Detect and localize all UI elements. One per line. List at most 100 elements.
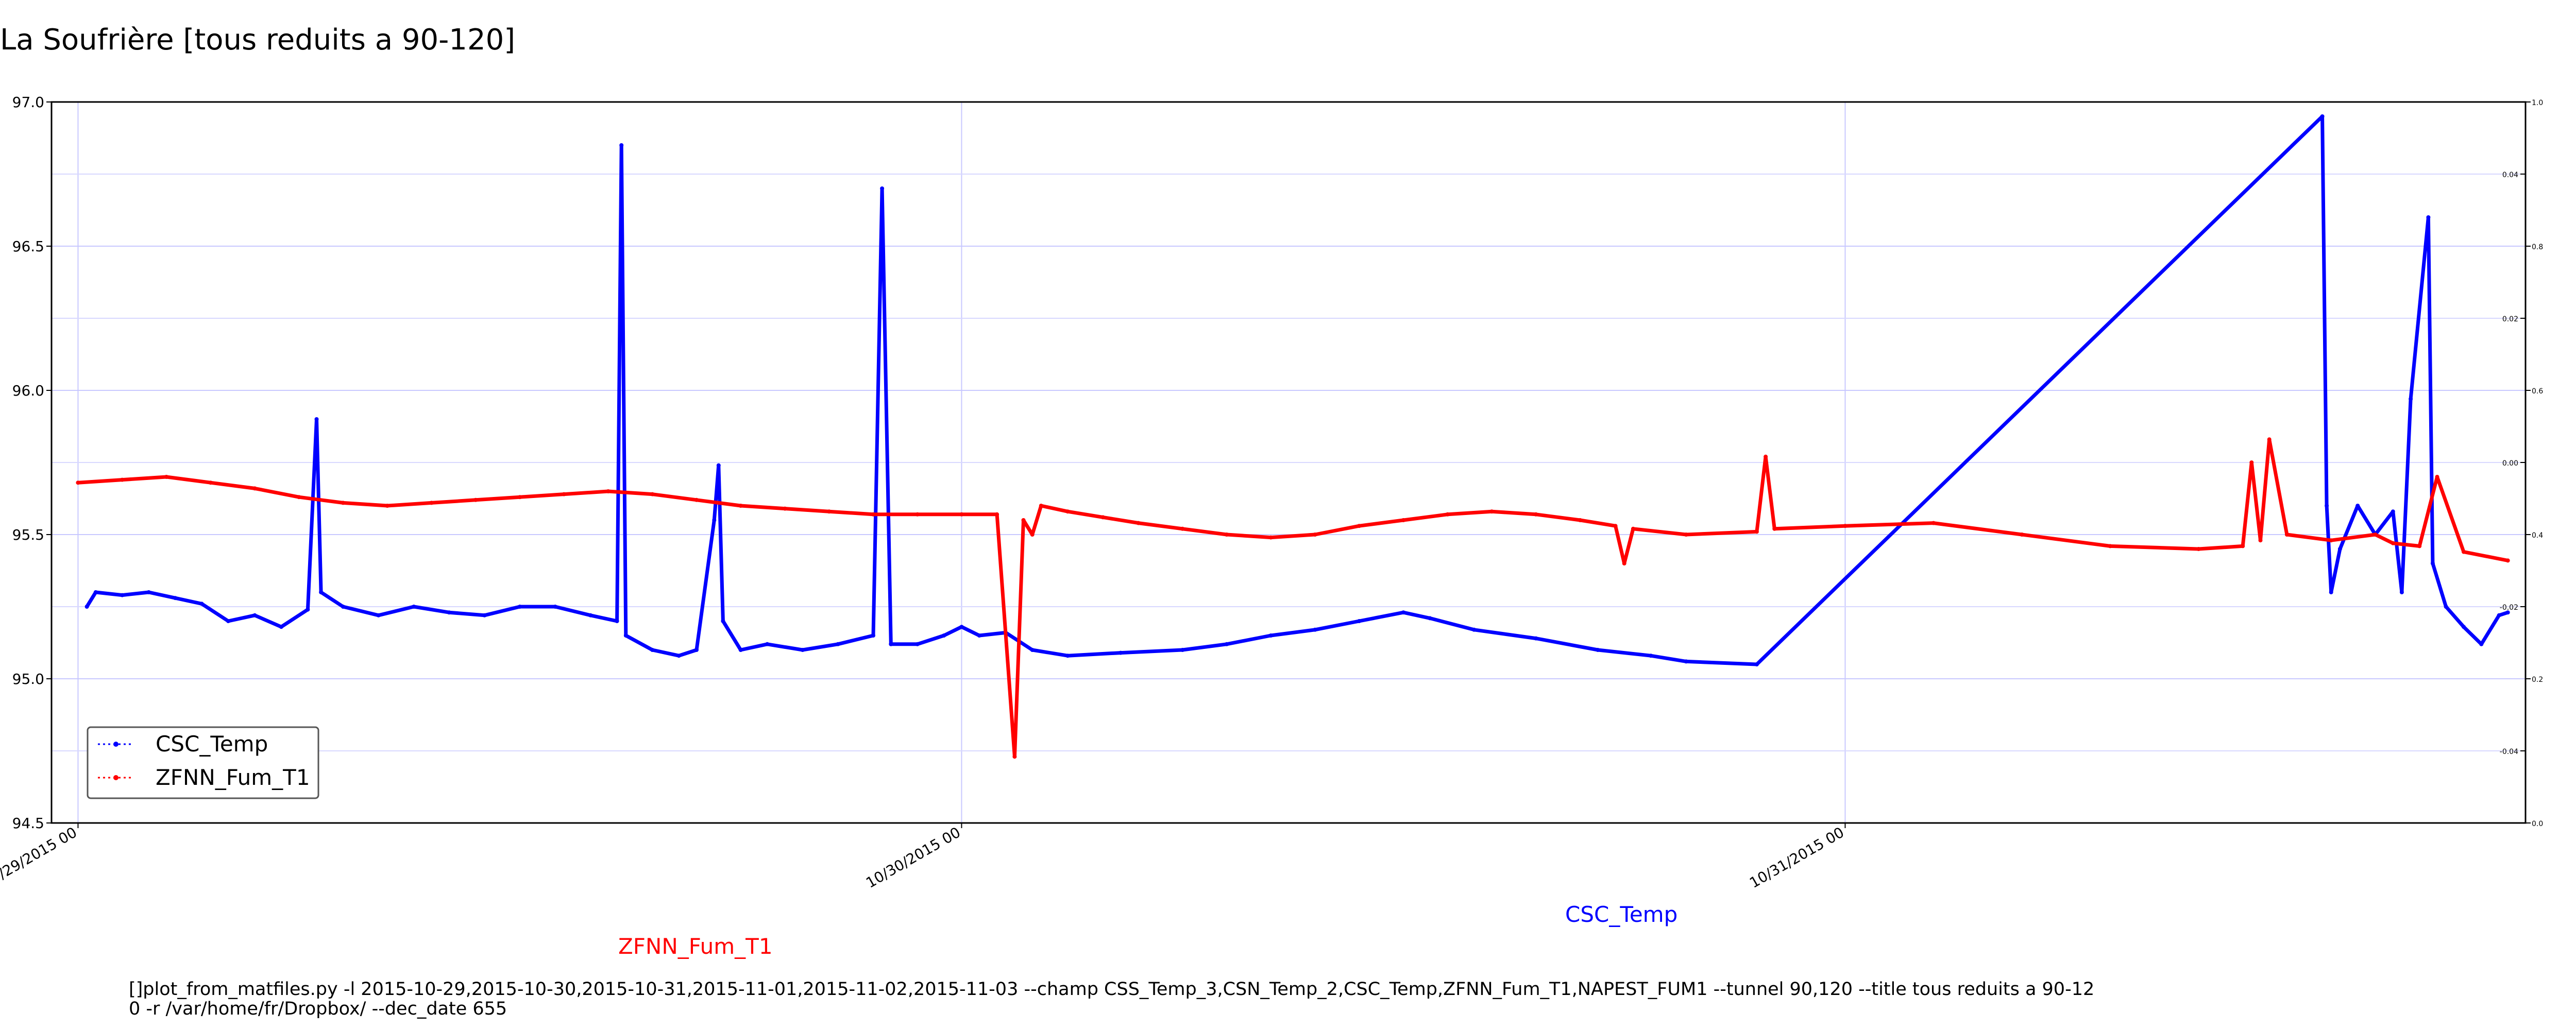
- y-axis-right-outer: 0.0 0.2 0.4 0.6 0.8 1.0: [2526, 99, 2543, 828]
- y-right-tick-label: 0.6: [2532, 387, 2543, 396]
- data-point-zfnn-fum-t1: [1764, 454, 1768, 459]
- data-point-zfnn-fum-t1: [297, 495, 301, 500]
- x-tick-label: 10/29/2015 00: [0, 823, 80, 891]
- data-point-csc-temp: [341, 605, 345, 609]
- data-point-csc-temp: [1649, 654, 1653, 658]
- data-point-zfnn-fum-t1: [1401, 518, 1405, 522]
- data-point-zfnn-fum-t1: [2108, 544, 2112, 548]
- data-point-csc-temp: [314, 417, 319, 421]
- data-point-zfnn-fum-t1: [341, 501, 345, 505]
- data-point-zfnn-fum-t1: [2284, 533, 2289, 537]
- data-point-zfnn-fum-t1: [2241, 544, 2245, 548]
- data-point-zfnn-fum-t1: [2258, 538, 2263, 543]
- data-point-csc-temp: [1065, 654, 1070, 658]
- data-point-zfnn-fum-t1: [1631, 526, 1635, 531]
- data-point-csc-temp: [650, 648, 655, 652]
- data-point-zfnn-fum-t1: [2373, 533, 2378, 537]
- data-point-zfnn-fum-t1: [2329, 538, 2333, 543]
- data-point-csc-temp: [1534, 636, 1538, 641]
- data-point-zfnn-fum-t1: [562, 492, 566, 496]
- data-point-csc-temp: [376, 613, 381, 617]
- data-point-csc-temp: [2462, 625, 2466, 629]
- data-point-csc-temp: [173, 596, 178, 600]
- data-point-zfnn-fum-t1: [827, 509, 832, 514]
- data-point-csc-temp: [2355, 504, 2360, 508]
- y-axis-left: 94.5 95.0 95.5 96.0 96.5 97.0: [12, 94, 52, 832]
- data-point-csc-temp: [319, 590, 324, 594]
- data-point-csc-temp: [2409, 397, 2413, 401]
- data-point-csc-temp: [1428, 616, 1432, 621]
- data-point-zfnn-fum-t1: [915, 512, 920, 517]
- y-right-tick-label: 0.0: [2532, 820, 2543, 828]
- data-point-zfnn-fum-t1: [2249, 460, 2254, 465]
- data-point-zfnn-fum-t1: [1843, 524, 1848, 528]
- data-point-zfnn-fum-t1: [2435, 475, 2439, 479]
- x-axis: 10/29/2015 00 10/30/2015 00 10/31/2015 00: [0, 823, 1847, 891]
- data-point-csc-temp: [800, 648, 805, 652]
- data-point-zfnn-fum-t1: [1357, 524, 1362, 528]
- data-point-zfnn-fum-t1: [1489, 509, 1494, 514]
- data-point-zfnn-fum-t1: [650, 492, 655, 496]
- data-point-zfnn-fum-t1: [1012, 754, 1017, 759]
- y-right-tick-label: 0.8: [2532, 243, 2543, 251]
- data-point-zfnn-fum-t1: [385, 504, 389, 508]
- data-point-csc-temp: [2497, 613, 2501, 617]
- data-point-zfnn-fum-t1: [606, 489, 611, 493]
- data-point-zfnn-fum-t1: [1445, 512, 1450, 517]
- data-point-csc-temp: [1684, 659, 1688, 664]
- y-tick-label: 95.0: [12, 671, 44, 688]
- data-point-zfnn-fum-t1: [1931, 521, 1936, 525]
- data-point-csc-temp: [721, 619, 725, 623]
- data-point-csc-temp: [2426, 215, 2431, 219]
- data-point-zfnn-fum-t1: [429, 501, 434, 505]
- data-point-zfnn-fum-t1: [1065, 509, 1070, 514]
- data-point-csc-temp: [84, 605, 89, 609]
- data-point-zfnn-fum-t1: [1313, 533, 1317, 537]
- data-point-zfnn-fum-t1: [1534, 512, 1538, 517]
- data-point-csc-temp: [2479, 642, 2484, 646]
- data-point-zfnn-fum-t1: [995, 512, 999, 517]
- data-point-zfnn-fum-t1: [2417, 544, 2422, 548]
- data-point-csc-temp: [279, 625, 283, 629]
- chart-title: La Soufrière [tous reduits a 90-120]: [0, 23, 515, 57]
- data-point-zfnn-fum-t1: [518, 495, 522, 500]
- data-point-csc-temp: [959, 625, 964, 629]
- data-point-csc-temp: [871, 633, 875, 638]
- y-right-tick-label: 1.0: [2532, 99, 2543, 107]
- data-point-csc-temp: [694, 648, 699, 652]
- data-point-zfnn-fum-t1: [164, 475, 168, 479]
- data-point-csc-temp: [880, 186, 885, 191]
- data-point-zfnn-fum-t1: [208, 480, 213, 485]
- data-point-csc-temp: [676, 654, 681, 658]
- y-axis-right-inner: -0.04 -0.02 0.00 0.02 0.04: [2500, 171, 2526, 756]
- data-point-csc-temp: [619, 143, 624, 147]
- data-point-csc-temp: [252, 613, 257, 617]
- legend: CSC_Temp ZFNN_Fum_T1: [87, 726, 319, 799]
- legend-item-zfnn-fum-t1: ZFNN_Fum_T1: [98, 765, 310, 790]
- data-point-csc-temp: [1268, 633, 1273, 638]
- series-tag-csc-temp: CSC_Temp: [1565, 902, 1677, 927]
- command-line-1: []plot_from_matfiles.py -l 2015-10-29,20…: [129, 979, 2094, 1000]
- data-point-csc-temp: [588, 613, 593, 617]
- data-point-csc-temp: [120, 593, 125, 597]
- data-point-zfnn-fum-t1: [1622, 561, 1626, 565]
- data-point-csc-temp: [2399, 590, 2404, 594]
- y-right-inner-tick-label: 0.04: [2502, 171, 2518, 179]
- data-point-csc-temp: [615, 619, 619, 623]
- data-point-zfnn-fum-t1: [2267, 437, 2272, 442]
- data-point-csc-temp: [836, 642, 840, 646]
- legend-label-zfnn-fum-t1: ZFNN_Fum_T1: [156, 765, 310, 790]
- data-point-zfnn-fum-t1: [1030, 533, 1035, 537]
- data-point-csc-temp: [2430, 561, 2435, 565]
- data-point-zfnn-fum-t1: [252, 486, 257, 491]
- data-point-csc-temp: [2320, 114, 2325, 118]
- data-point-csc-temp: [553, 605, 557, 609]
- y-right-tick-label: 0.4: [2532, 531, 2543, 540]
- data-point-zfnn-fum-t1: [871, 512, 875, 517]
- data-point-csc-temp: [447, 610, 451, 615]
- data-point-zfnn-fum-t1: [1772, 526, 1777, 531]
- data-point-csc-temp: [2505, 610, 2510, 615]
- y-right-inner-tick-label: 0.00: [2502, 459, 2518, 468]
- series-line-zfnn-fum-t1: [78, 437, 2509, 759]
